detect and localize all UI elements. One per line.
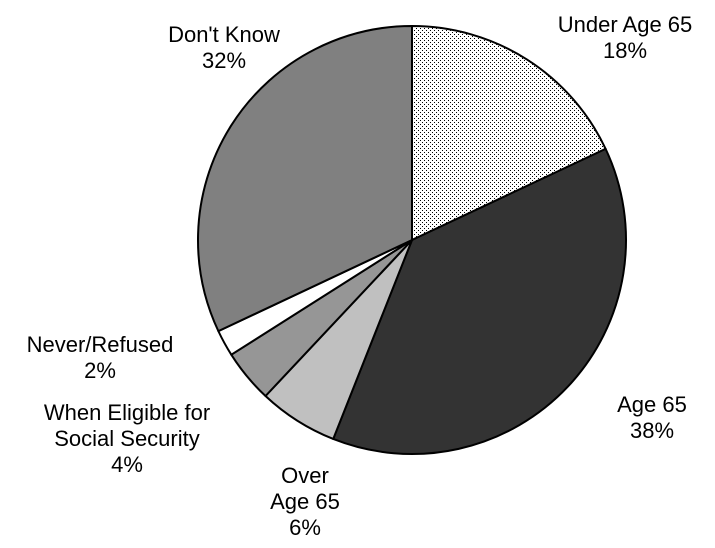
pie-labels: Under Age 65 18%Age 65 38%Over Age 65 6%When… [27,12,693,540]
pie-label-don-t-know: Don't Know 32% [168,22,280,73]
pie-label-line: Under Age 65 [558,12,693,37]
pie-label-age-65: Age 65 38% [617,392,687,443]
pie-slices [197,25,627,455]
pie-label-under-age-65: Under Age 65 18% [558,12,693,63]
pie-label-line: 32% [202,48,246,73]
pie-label-line: Age 65 [617,392,687,417]
pie-label-never-refused: Never/Refused 2% [27,332,174,383]
pie-label-line: 4% [111,452,143,477]
pie-slice-don-t-know [197,25,413,333]
pie-slice-under-age-65 [411,25,607,241]
pie-label-line: Age 65 [270,489,340,514]
pie-label-over-age-65: Over Age 65 6% [270,463,340,540]
pie-label-line: Over [281,463,329,488]
pie-label-line: 2% [84,358,116,383]
pie-label-line: When Eligible for [44,400,210,425]
pie-label-line: 6% [289,515,321,540]
pie-label-line: Never/Refused [27,332,174,357]
pie-label-line: 18% [603,38,647,63]
pie-label-line: 38% [630,418,674,443]
pie-label-line: Don't Know [168,22,280,47]
pie-label-line: Social Security [54,426,200,451]
pie-slice-age-65 [332,147,627,455]
pie-label-when-eligible-for-social-security: When Eligible for Social Security 4% [44,400,210,477]
